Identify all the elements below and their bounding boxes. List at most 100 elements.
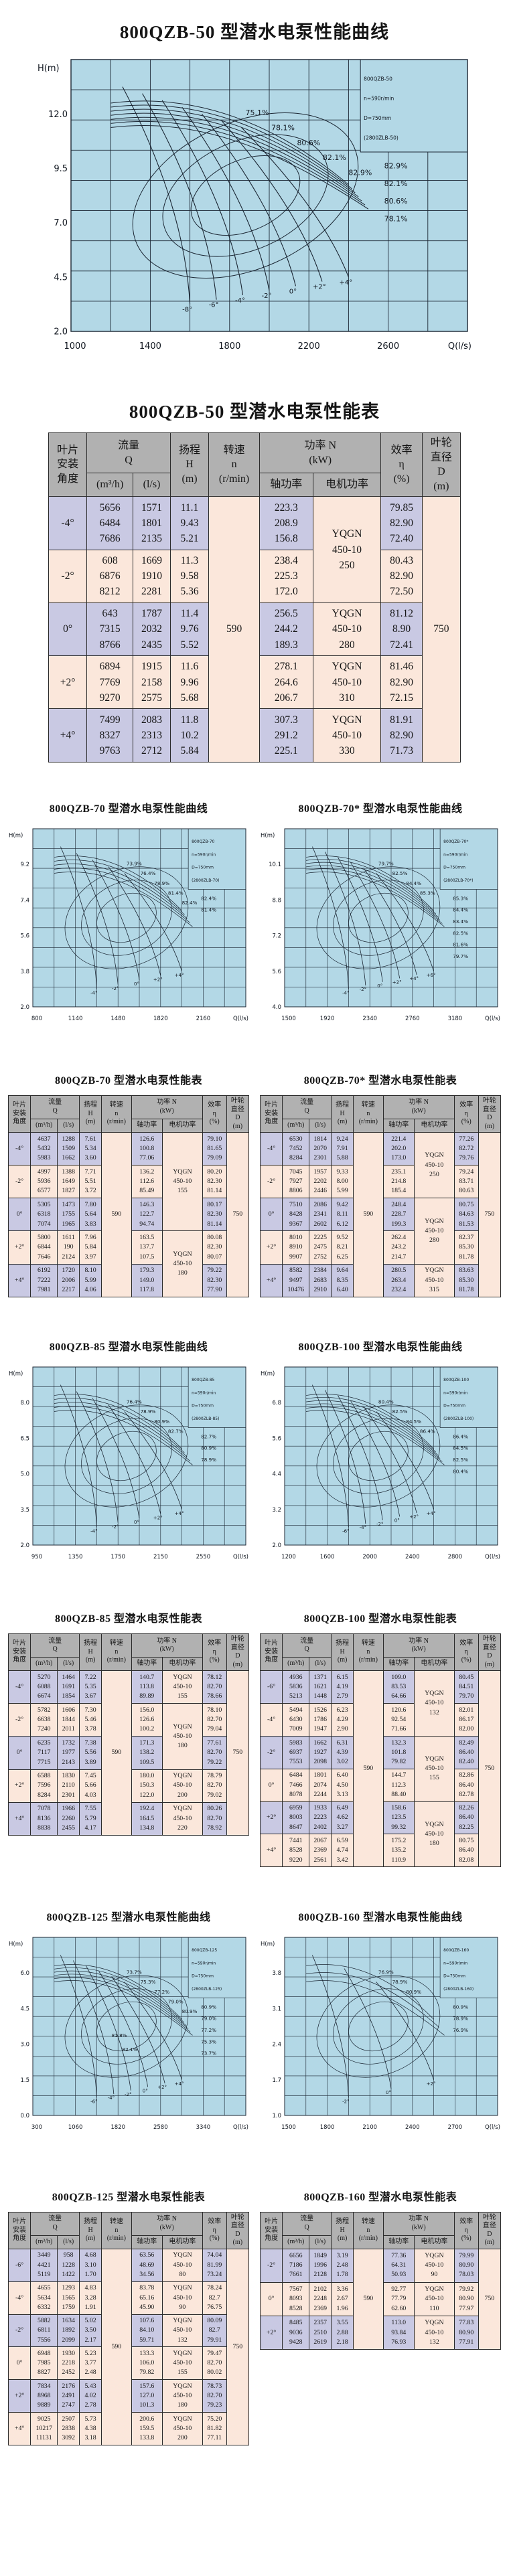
blade-angle-label: 0° — [134, 1520, 139, 1525]
cell-blade-angle: -4° — [7, 1670, 31, 1704]
hq-curve — [338, 1395, 383, 1520]
cell-shaft-power: 77.36 64.31 50.93 — [382, 2248, 415, 2283]
section-85-100: 800QZB-85 型潜水电泵性能曲线 -4° -2° 0° +2° +4° 800QZB… — [0, 1331, 509, 1572]
efficiency-label: 82.9% — [384, 161, 408, 170]
efficiency-label: 78.9% — [453, 2016, 468, 2022]
cell-shaft-power: 192.4 164.5 134.8 — [131, 1801, 163, 1836]
cell-shaft-power: 163.5 137.7 107.5 — [131, 1230, 163, 1265]
chart-legend-line: D=750mm — [192, 1974, 214, 1979]
cell-flow-ls: 1606 1844 2011 — [57, 1703, 80, 1737]
efficiency-label: 82.5% — [392, 1408, 408, 1415]
cell-flow-ls: 1957 2202 2446 — [309, 1165, 332, 1199]
chart-legend-line: (2800ZLB-85) — [192, 1417, 219, 1421]
cell-shaft-power: 248.4 228.7 199.3 — [382, 1198, 415, 1232]
cell-blade-angle: -4° — [259, 1703, 283, 1737]
table-row: -4° 5270 6088 6674 1464 1691 1854 7.22 5.35… — [7, 1670, 250, 1836]
cell-flow-m3h: 5494 6430 7009 — [282, 1703, 310, 1737]
performance-chart: -6° -4° -2° 0° +2° +4° 800QZB-125 n=590r/min D=7… — [9, 1937, 248, 2131]
cell-blade-angle: +2° — [48, 655, 88, 710]
header-speed: 转速 n (r/min) — [353, 1095, 384, 1133]
header-motor-power: 电机功率 — [414, 1656, 455, 1672]
blade-angle-label: -2° — [125, 2092, 131, 2097]
table-qzb100: 叶片 安装 角度 流量 Q 扬程 H (m) 转速 n (r/min) 功率 N (kW… — [259, 1633, 502, 1868]
cell-motor-power: YQGN 450-10 180 — [414, 1801, 455, 1868]
blade-angle-label: +4° — [409, 976, 419, 981]
chart-legend-line: 800QZB-70 — [192, 839, 214, 844]
efficiency-label: 73.9% — [127, 861, 142, 867]
header-head: 扬程 H (m) — [79, 1095, 102, 1133]
x-tick-label: 2200 — [298, 341, 320, 351]
cell-flow-m3h: 6656 7186 7661 — [282, 2248, 310, 2283]
blade-angle-label: +4° — [175, 2081, 184, 2087]
header-blade-angle: 叶片 安装 角度 — [259, 1633, 283, 1672]
title-qzb50-curve: 800QZB-50 型潜水电泵性能曲线 — [119, 22, 390, 42]
blade-angle-label: +2° — [157, 2085, 167, 2090]
header-head: 扬程 H (m) — [79, 1633, 102, 1672]
hq-curve — [76, 853, 119, 985]
efficiency-label: 76.9% — [378, 1969, 394, 1975]
y-tick-label: 4.5 — [20, 2006, 29, 2012]
table-row: 0° 6235 7117 7715 1732 1977 2143 7.38 5.56 … — [7, 1736, 249, 1770]
hq-curve — [201, 113, 297, 287]
cell-shaft-power: 238.4 225.3 172.0 — [259, 549, 313, 603]
cell-flow-m3h: 6588 7596 8284 — [30, 1769, 58, 1803]
cell-motor-power: YQGN 450-10 155 — [414, 1735, 455, 1802]
y-tick-label: 4.0 — [272, 1004, 281, 1011]
cell-motor-power: YQGN 450-10 200 — [162, 2412, 203, 2445]
hq-curve — [60, 1955, 97, 2098]
cell-motor-power: YQGN 450-10 132 — [414, 1670, 455, 1737]
section-85-100-tables: 800QZB-85 型潜水电泵性能表 叶片 安装 角度 流量 Q 扬程 H (m) 转… — [0, 1603, 509, 1868]
efficiency-label: 80.9% — [182, 2008, 198, 2014]
performance-curve — [54, 1970, 187, 2026]
header-efficiency: 效率 η (%) — [202, 1095, 227, 1133]
cell-efficiency: 79.47 82.70 80.02 — [202, 2346, 227, 2381]
performance-curve — [54, 856, 182, 911]
x-tick-label: 1200 — [281, 1554, 296, 1560]
section-125-160: 800QZB-125 型潜水电泵性能曲线 -6° -4° -2° 0° +2° +4° 80… — [0, 1901, 509, 2142]
header-efficiency: 效率 η (%) — [453, 2211, 479, 2249]
x-tick-label: 1000 — [64, 341, 86, 351]
title-qzb70s-table: 800QZB-70* 型潜水电泵性能表 — [303, 1075, 457, 1087]
chart-qzb125-curve: -6° -4° -2° 0° +2° +4° 800QZB-125 n=590r/min D=7… — [6, 1932, 251, 2136]
cell-shaft-power: 144.7 112.3 88.40 — [382, 1768, 415, 1802]
cell-head: 7.71 5.51 3.72 — [79, 1165, 102, 1199]
efficiency-label: 75.1% — [245, 108, 269, 117]
chart-legend-line: 800QZB-125 — [192, 1948, 217, 1953]
header-motor-power: 电机功率 — [162, 1656, 203, 1672]
chart-legend-line: n=590r/min — [443, 1391, 467, 1396]
chart-legend-line: n=590r/min — [443, 1961, 467, 1965]
efficiency-contour — [132, 112, 359, 278]
efficiency-label: 79.0% — [168, 1998, 184, 2004]
efficiency-contour — [96, 893, 157, 943]
cell-head: 9.42 8.11 6.12 — [331, 1198, 354, 1232]
header-efficiency: 效率 η (%) — [453, 1633, 479, 1672]
table-row: -4° 4655 5634 6332 1293 1565 1759 4.83 3.28… — [7, 2281, 249, 2315]
hq-curve — [376, 873, 434, 972]
x-tick-label: 1800 — [218, 341, 240, 351]
header-head: 扬程 H (m) — [331, 1095, 354, 1133]
blade-angle-label: 0° — [289, 288, 297, 295]
cell-motor-power: YQGN 450-10 280 — [312, 602, 382, 657]
cell-blade-angle: -2° — [259, 2248, 283, 2283]
x-tick-label: 2400 — [405, 1554, 420, 1560]
cell-flow-m3h: 4997 5936 6577 — [30, 1165, 58, 1199]
y-axis-title: H(m) — [9, 1371, 23, 1378]
efficiency-label: 80.9% — [154, 1419, 169, 1425]
cell-efficiency: 77.26 82.72 79.76 — [453, 1132, 479, 1166]
blade-angle-label: +2° — [313, 284, 326, 291]
header-blade-angle: 叶片 安装 角度 — [259, 1095, 283, 1133]
title-qzb160-table: 800QZB-160 型潜水电泵性能表 — [303, 2191, 457, 2203]
cell-efficiency: 82.49 86.40 82.40 — [453, 1735, 479, 1769]
header-flow: 流量 Q — [282, 1095, 332, 1119]
x-tick-label: 1600 — [320, 1554, 335, 1560]
table-row: -4° 6530 7452 8284 1814 2070 2301 9.24 7.91… — [259, 1132, 502, 1297]
x-tick-label: 2150 — [153, 1554, 168, 1560]
performance-curve — [54, 864, 188, 919]
efficiency-label: 80.9% — [453, 2004, 468, 2010]
header-flow: 流量 Q — [282, 2211, 332, 2236]
y-tick-label: 5.6 — [20, 933, 29, 940]
performance-curve — [305, 1964, 434, 2020]
cell-blade-angle: 0° — [48, 602, 88, 657]
cell-blade-angle: +2° — [7, 1769, 31, 1803]
cell-motor-power: YQGN 450-10 90 — [414, 2248, 455, 2283]
